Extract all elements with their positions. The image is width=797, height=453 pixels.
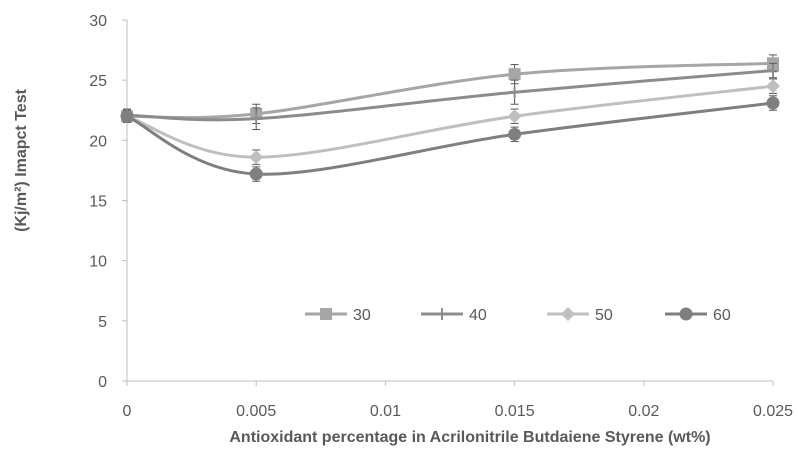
data-point-50 — [766, 79, 780, 93]
legend: 30 40 50 60 — [305, 307, 731, 324]
x-tick-label: 0.025 — [753, 403, 793, 420]
data-point-60 — [121, 110, 134, 123]
legend-item-30: 30 — [305, 307, 371, 324]
legend-item-40: 40 — [421, 307, 487, 324]
y-tick-label: 10 — [89, 254, 107, 271]
data-point-60 — [508, 128, 521, 141]
data-point-50 — [508, 109, 522, 123]
x-tick-label: 0.005 — [236, 403, 276, 420]
legend-swatch-marker — [680, 308, 693, 321]
legend-item-50: 50 — [547, 307, 613, 324]
legend-swatch-marker — [436, 308, 448, 320]
data-point-60 — [767, 97, 780, 110]
y-tick-label: 25 — [89, 73, 107, 90]
x-tick-label: 0.02 — [628, 403, 659, 420]
data-point-30 — [509, 68, 521, 80]
y-tick-label: 30 — [89, 13, 107, 30]
legend-item-60: 60 — [665, 307, 731, 324]
y-axis-title: (Kj/m²) Imapct Test — [13, 88, 30, 232]
x-axis-title: Antioxidant percentage in Acrilonitrile … — [229, 429, 710, 446]
series-layer — [120, 55, 780, 181]
legend-label: 50 — [595, 307, 613, 324]
data-point-40 — [509, 86, 521, 98]
y-tick-label: 20 — [89, 133, 107, 150]
legend-swatch-marker — [561, 307, 575, 321]
legend-label: 30 — [353, 307, 371, 324]
y-tick-label: 5 — [98, 314, 107, 331]
y-tick-label: 15 — [89, 194, 107, 211]
series-60 — [121, 96, 780, 181]
legend-label: 40 — [469, 307, 487, 324]
legend-swatch-marker — [320, 308, 332, 320]
data-point-50 — [249, 150, 263, 164]
axes: 0 5 10 15 20 25 30 0 0.005 0.01 0.015 0.02 0.025 — [89, 13, 793, 420]
series-50 — [120, 79, 780, 164]
data-point-60 — [250, 168, 263, 181]
series-line-60 — [127, 103, 773, 174]
legend-label: 60 — [713, 307, 731, 324]
series-line-30 — [127, 63, 773, 117]
x-tick-label: 0.01 — [370, 403, 401, 420]
series-line-40 — [127, 71, 773, 120]
y-tick-label: 0 — [98, 374, 107, 391]
x-tick-label: 0 — [123, 403, 132, 420]
x-tick-label: 0.015 — [495, 403, 535, 420]
